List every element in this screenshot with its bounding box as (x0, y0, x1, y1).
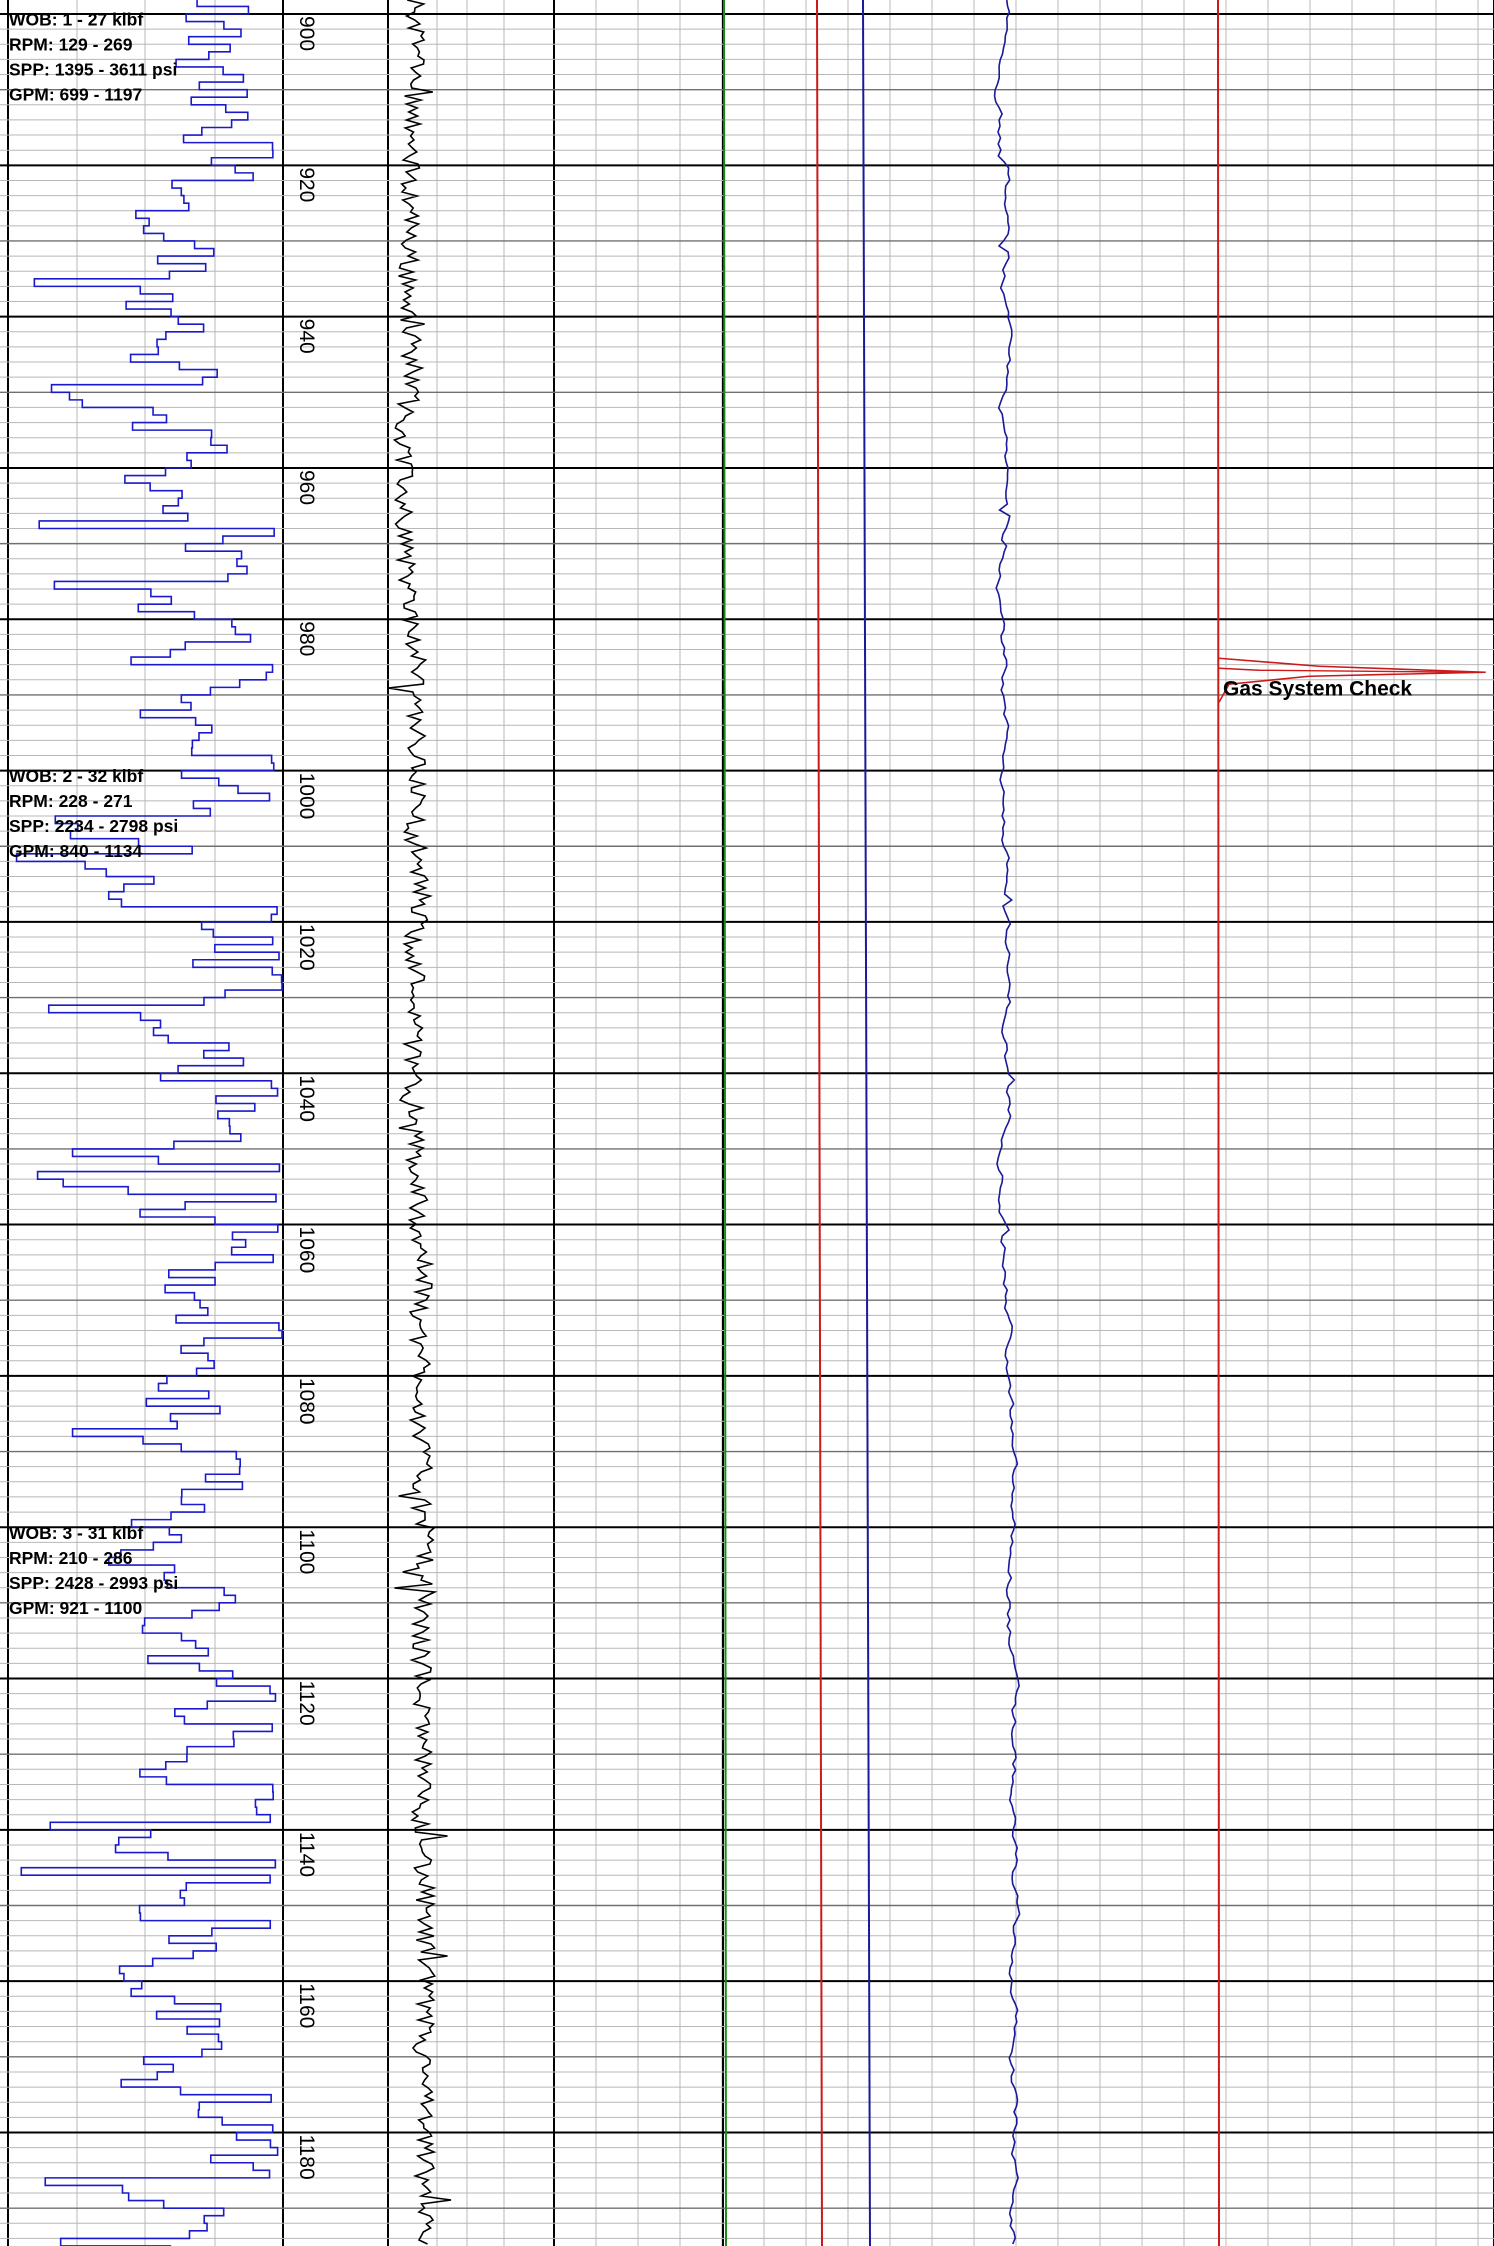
blue-wander-curve (993, 0, 1021, 2245)
curve-layer (15, 0, 1486, 2246)
parameter-line: WOB: 1 - 27 klbf (9, 10, 143, 30)
depth-label: 1120 (295, 1681, 318, 1726)
depth-label: 1060 (295, 1227, 318, 1274)
depth-label: 960 (295, 470, 318, 505)
depth-label: 980 (295, 621, 318, 656)
depth-label: 1040 (295, 1075, 318, 1122)
depth-label: 940 (295, 319, 318, 354)
parameter-line: SPP: 2428 - 2993 psi (9, 1573, 178, 1593)
parameter-line: RPM: 129 - 269 (9, 35, 133, 55)
depth-label: 900 (295, 16, 318, 51)
green-curve (723, 0, 727, 2246)
depth-label: 1000 (295, 773, 318, 820)
parameter-line: RPM: 228 - 271 (9, 791, 133, 811)
red-gas-baseline (1217, 0, 1220, 2246)
rop-curve (15, 0, 283, 2246)
red-curve (816, 0, 823, 2246)
depth-label: 1160 (295, 1983, 318, 2028)
gas-peak (1218, 657, 1486, 703)
parameter-line: WOB: 3 - 31 klbf (9, 1523, 143, 1543)
gas-peak-inner (1218, 667, 1476, 673)
gamma-curve (388, 0, 452, 2245)
depth-label: 920 (295, 167, 318, 202)
parameter-line: GPM: 699 - 1197 (9, 85, 142, 105)
parameter-line: GPM: 840 - 1134 (9, 841, 143, 861)
text-layer: 900 920 940 960 980 1000 1020 1040 1060 1080 1100 1… (9, 10, 1412, 2180)
parameter-line: SPP: 2234 - 2798 psi (9, 816, 178, 836)
parameter-line: SPP: 1395 - 3611 psi (9, 60, 177, 80)
blue-curve (862, 0, 871, 2246)
depth-label: 1080 (295, 1378, 318, 1425)
parameter-line: WOB: 2 - 32 klbf (9, 766, 143, 786)
parameter-line: GPM: 921 - 1100 (9, 1598, 143, 1618)
depth-label: 1180 (295, 2134, 318, 2179)
depth-label: 1140 (295, 1832, 318, 1877)
event-annotation: Gas System Check (1223, 677, 1412, 700)
depth-label: 1100 (295, 1529, 318, 1574)
parameter-line: RPM: 210 - 286 (9, 1548, 133, 1568)
depth-label: 1020 (295, 924, 318, 971)
